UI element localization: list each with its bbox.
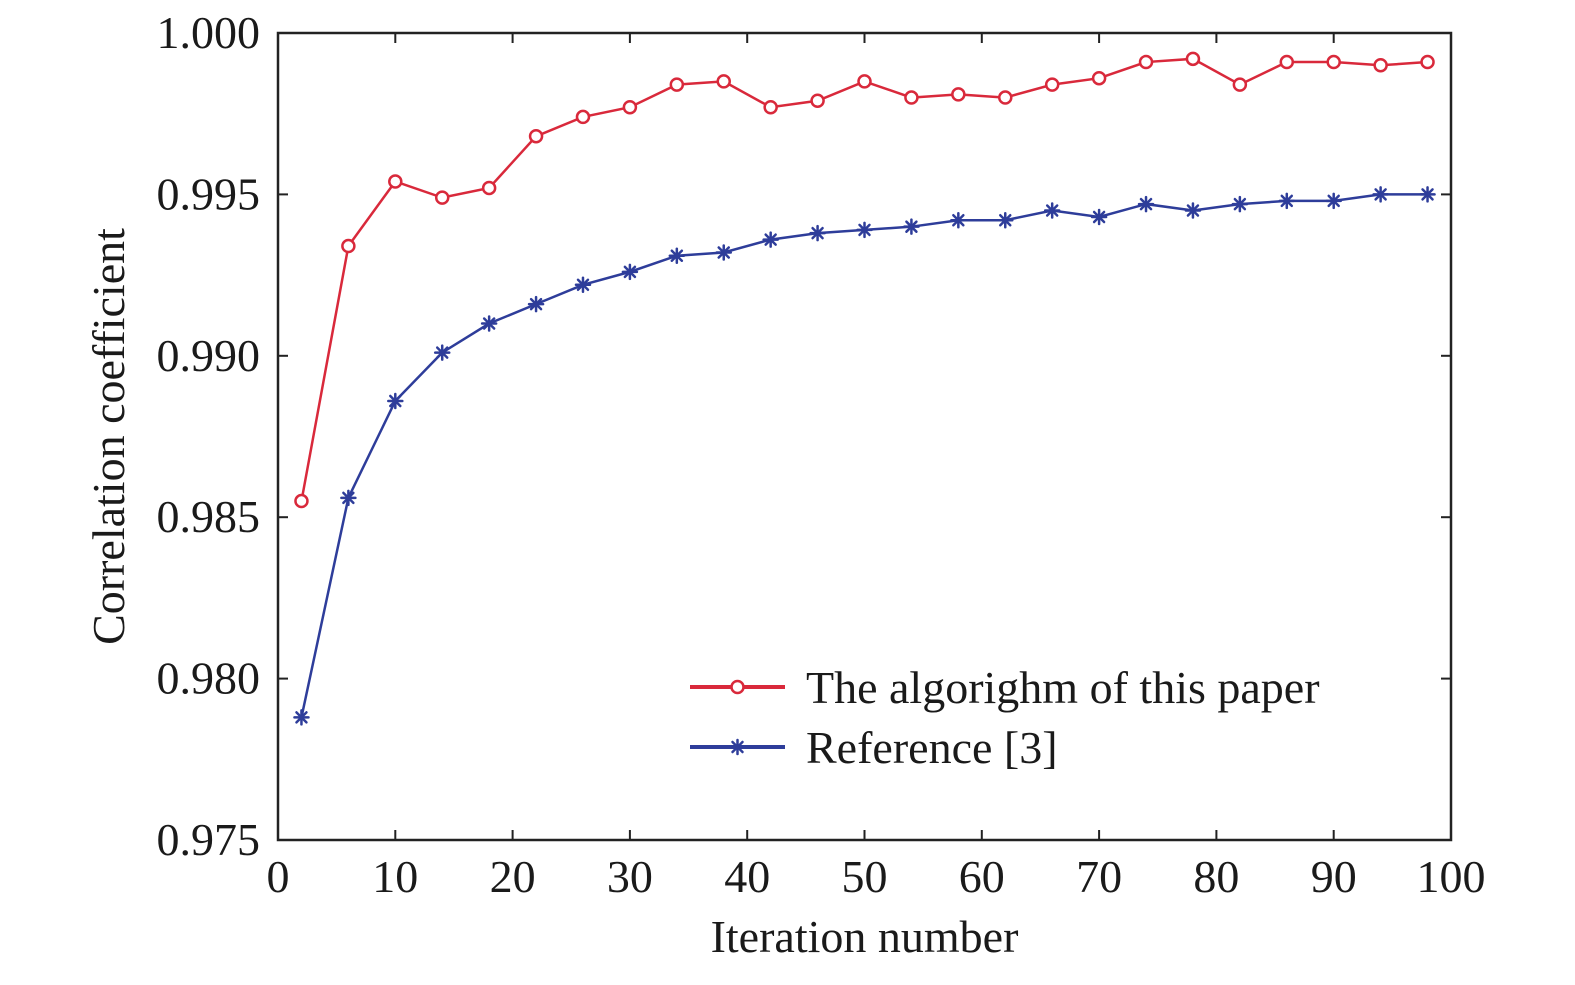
data-point [1278,192,1296,210]
x-tick-label: 0 [267,851,290,902]
y-tick-label: 0.985 [157,491,261,542]
data-point [294,493,309,509]
data-point [340,489,357,507]
legend: The algorighm of this paper Reference [3] [690,662,1320,773]
x-tick-label: 90 [1311,851,1357,902]
data-point [1373,58,1388,73]
data-point [1137,195,1155,213]
ticks-layer [277,32,1452,841]
data-point [1372,186,1389,203]
legend-marker [730,679,745,695]
data-point [388,174,403,189]
x-tick-label: 10 [372,851,418,902]
data-point [857,74,872,89]
y-tick-label: 0.990 [157,330,261,381]
data-point [1231,195,1249,213]
legend-label: The algorighm of this paper [806,662,1320,713]
data-point [809,224,826,242]
data-point [903,218,920,235]
x-tick-label: 80 [1193,851,1239,902]
data-point [622,99,638,115]
x-tick-label: 20 [490,851,536,902]
legend-marker [729,738,746,756]
data-point [341,238,356,254]
data-point [387,392,404,410]
data-point [715,244,732,261]
data-point [950,211,967,229]
x-axis-title: Iteration number [711,911,1019,962]
data-point [1326,54,1341,70]
x-tick-label: 100 [1417,851,1486,902]
legend-item: Reference [3] [690,722,1058,773]
x-tick-label: 70 [1076,851,1122,902]
data-point [1420,54,1435,70]
data-point [856,221,873,239]
data-point [1232,77,1248,92]
data-point [1279,54,1295,70]
data-point [481,180,497,196]
y-tick-label: 0.980 [157,653,261,704]
data-point [762,231,779,248]
series-layer [293,51,1436,726]
data-point [716,74,731,89]
data-point [293,709,310,726]
legend-item: The algorighm of this paper [690,662,1320,713]
series-reference-3 [293,186,1436,726]
legend-label: Reference [3] [806,722,1058,773]
data-point [951,87,966,102]
data-point [669,77,685,92]
data-point [1044,77,1060,92]
data-point [528,129,544,144]
data-point [810,93,825,109]
x-tick-label: 60 [959,851,1005,902]
series-line [300,193,1428,718]
data-point [1325,192,1342,210]
plot-frame [276,31,1453,842]
data-point [1138,54,1154,70]
data-point [668,247,686,264]
data-point [480,315,498,332]
data-point [998,90,1013,105]
data-point [904,90,919,105]
x-tick-labels: 0 10 20 30 40 50 60 70 80 90 100 [267,851,1486,902]
data-point [621,263,639,281]
y-axis-title: Correlation coefficient [83,228,134,645]
data-point [434,190,450,205]
data-point [1091,70,1107,86]
data-point [1043,202,1061,219]
y-tick-label: 0.975 [157,814,261,865]
y-tick-label: 0.995 [157,168,261,219]
x-tick-label: 30 [607,851,653,902]
x-tick-label: 50 [842,851,888,902]
data-point [433,344,451,361]
data-point [575,109,591,125]
data-point [997,211,1014,229]
data-point [527,295,545,313]
data-point [1090,208,1108,226]
y-tick-label: 1.000 [157,7,261,58]
series-line [300,57,1428,502]
data-point [1419,186,1436,203]
x-tick-label: 40 [724,851,770,902]
data-point [1185,51,1201,67]
data-point [1184,202,1202,219]
data-point [574,276,592,294]
data-point [763,99,778,115]
y-tick-labels: 0.975 0.980 0.985 0.990 0.995 1.000 [157,7,261,865]
series-this-paper [294,51,1435,509]
